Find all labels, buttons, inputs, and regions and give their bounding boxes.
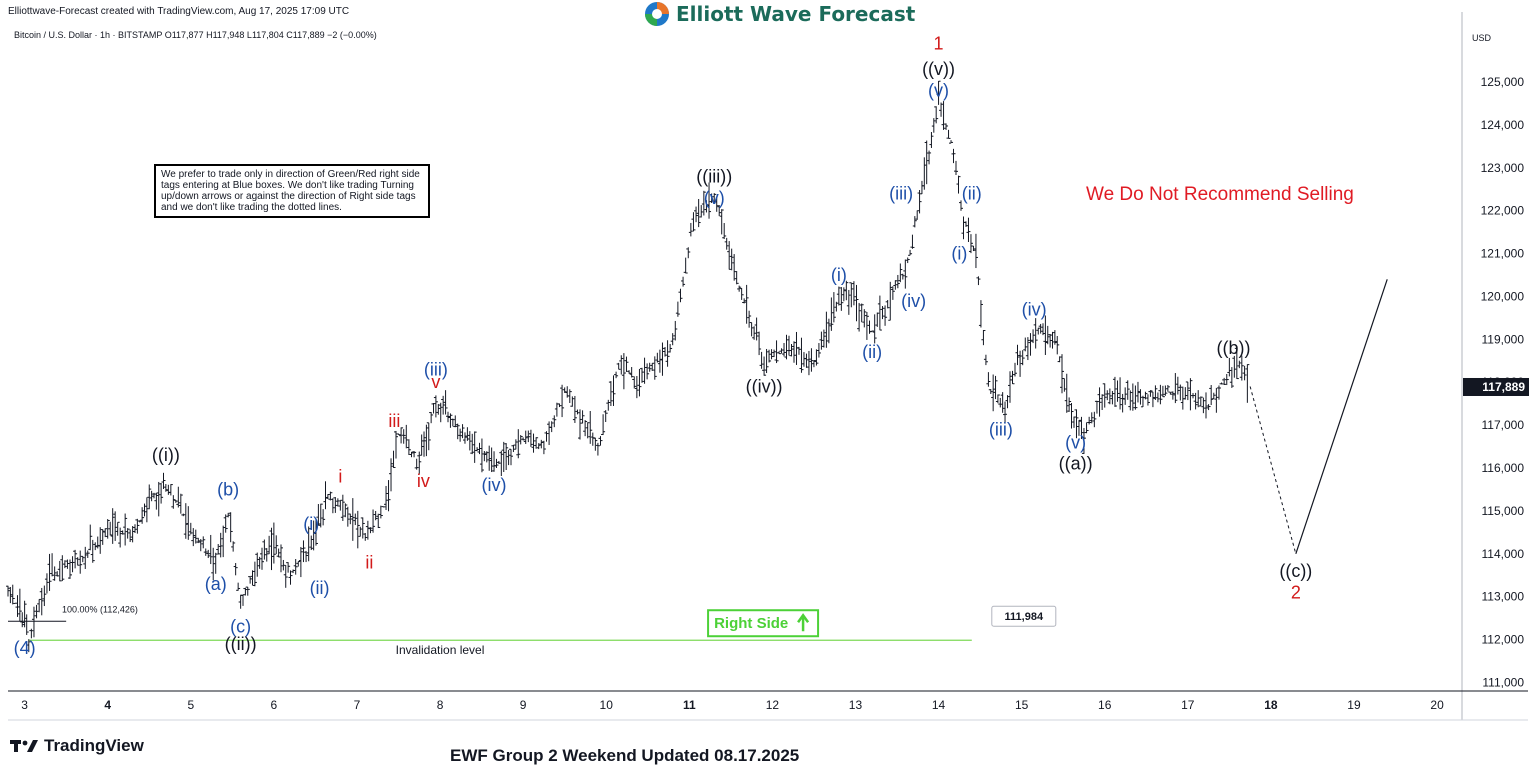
tradingview-logo-icon [10, 740, 38, 752]
wave-label: ((ii)) [225, 634, 257, 654]
wave-label: (v) [704, 188, 725, 208]
ewf-logo: Elliott Wave Forecast [644, 0, 915, 28]
wave-label: ((a)) [1059, 454, 1093, 474]
y-tick-label: 116,000 [1482, 461, 1525, 475]
y-tick-label: 121,000 [1481, 247, 1525, 261]
tradingview-brand: TradingView [10, 736, 144, 756]
last-price-box [1463, 377, 1529, 396]
last-price-label: 117,889 [1482, 380, 1525, 394]
wave-label: ((iv)) [746, 377, 783, 397]
wave-label: (iii) [989, 419, 1013, 439]
wave-label: (ii) [310, 578, 330, 598]
wave-labels: Invalidation level 100.00% (112,426) (4) ((… [14, 33, 1529, 658]
y-tick-label: 111,000 [1482, 675, 1524, 689]
symbol-info: Bitcoin / U.S. Dollar · 1h · BITSTAMP O1… [14, 30, 377, 40]
y-tick-label: 112,000 [1482, 633, 1525, 647]
y-tick-label: 119,000 [1482, 332, 1525, 346]
price-path [6, 80, 1388, 653]
y-tick-label: 117,000 [1482, 418, 1525, 432]
wave-label: v [431, 372, 440, 392]
y-tick-label: 122,000 [1481, 204, 1525, 218]
wave-label: 2 [1291, 582, 1301, 602]
x-tick-label: 18 [1264, 698, 1278, 712]
wave-label: i [338, 467, 342, 487]
wave-label: (c) [230, 617, 251, 637]
fib-label: 100.00% (112,426) [62, 604, 138, 614]
x-tick-label: 3 [21, 698, 28, 712]
recommendation-text: We Do Not Recommend Selling [1086, 184, 1354, 205]
x-tick-label: 19 [1347, 698, 1361, 712]
price-callout-box [991, 605, 1057, 627]
x-tick-label: 11 [683, 698, 696, 712]
x-tick-label: 15 [1015, 698, 1029, 712]
x-tick-label: 10 [600, 698, 614, 712]
wave-label: ((c)) [1279, 561, 1312, 581]
y-tick-label: 120,000 [1481, 289, 1525, 303]
chart-credit: Elliottwave-Forecast created with Tradin… [8, 6, 350, 17]
x-tick-label: 4 [104, 698, 111, 712]
wave-label: (v) [928, 81, 949, 101]
wave-label: (iii) [889, 184, 913, 204]
wave-label: ((i)) [152, 445, 180, 465]
price-chart[interactable]: USD111,000112,000113,000114,000115,00011… [0, 0, 1536, 740]
right-side-label: Right Side [714, 615, 788, 632]
x-tick-label: 7 [354, 698, 361, 712]
wave-label: (v) [1065, 432, 1086, 452]
wave-label: (a) [205, 574, 227, 594]
trading-note-box: We prefer to trade only in direction of … [154, 164, 430, 218]
wave-label: (i) [303, 514, 319, 534]
tradingview-brand-text: TradingView [44, 736, 144, 755]
x-tick-label: 12 [766, 698, 780, 712]
wave-label: (ii) [962, 184, 982, 204]
wave-label: iv [417, 471, 430, 491]
wave-label: 1 [934, 33, 944, 53]
wave-label: (4) [14, 638, 36, 658]
price-callout-value: 111,984 [1005, 611, 1044, 623]
y-tick-label: 114,000 [1482, 547, 1525, 561]
y-tick-label: 124,000 [1481, 118, 1525, 132]
x-tick-label: 20 [1430, 698, 1444, 712]
wave-label: iii [388, 411, 400, 431]
x-tick-label: 13 [849, 698, 863, 712]
right-side-box [707, 609, 820, 638]
up-arrow-icon [797, 613, 810, 632]
chart-frame: USD111,000112,000113,000114,000115,00011… [8, 12, 1528, 721]
footer-title: EWF Group 2 Weekend Updated 08.17.2025 [450, 746, 800, 765]
wave-label: ((iii)) [696, 166, 732, 186]
wave-label: ((b)) [1217, 338, 1251, 358]
wave-label: (iii) [424, 359, 448, 379]
wave-label: (iv) [901, 291, 926, 311]
x-tick-label: 8 [437, 698, 444, 712]
ewf-logo-text: Elliott Wave Forecast [676, 2, 916, 26]
invalidation-label: Invalidation level [396, 643, 485, 657]
wave-label: (i) [831, 265, 847, 285]
y-tick-label: 125,000 [1481, 75, 1525, 89]
wave-label: (i) [951, 244, 967, 264]
projection-solid-line [1295, 279, 1388, 554]
y-tick-label: 123,000 [1481, 161, 1525, 175]
wave-label: (b) [217, 479, 239, 499]
y-tick-label: 115,000 [1482, 504, 1525, 518]
x-tick-label: 6 [271, 698, 278, 712]
wave-label: (ii) [862, 342, 882, 362]
wave-label: (iv) [1022, 299, 1047, 319]
x-tick-label: 14 [932, 698, 946, 712]
ewf-logo-icon [645, 2, 669, 26]
y-tick-label: 113,000 [1482, 590, 1525, 604]
wave-label: ((v)) [922, 59, 955, 79]
wave-label: ii [365, 552, 373, 572]
x-tick-label: 5 [187, 698, 194, 712]
currency-label: USD [1472, 33, 1492, 43]
x-tick-label: 16 [1098, 698, 1112, 712]
wave-label: (iv) [482, 475, 507, 495]
x-tick-label: 17 [1181, 698, 1195, 712]
x-tick-label: 9 [520, 698, 527, 712]
right-side-tag: Right Side [707, 609, 820, 638]
projection-dotted-line [1249, 386, 1297, 554]
